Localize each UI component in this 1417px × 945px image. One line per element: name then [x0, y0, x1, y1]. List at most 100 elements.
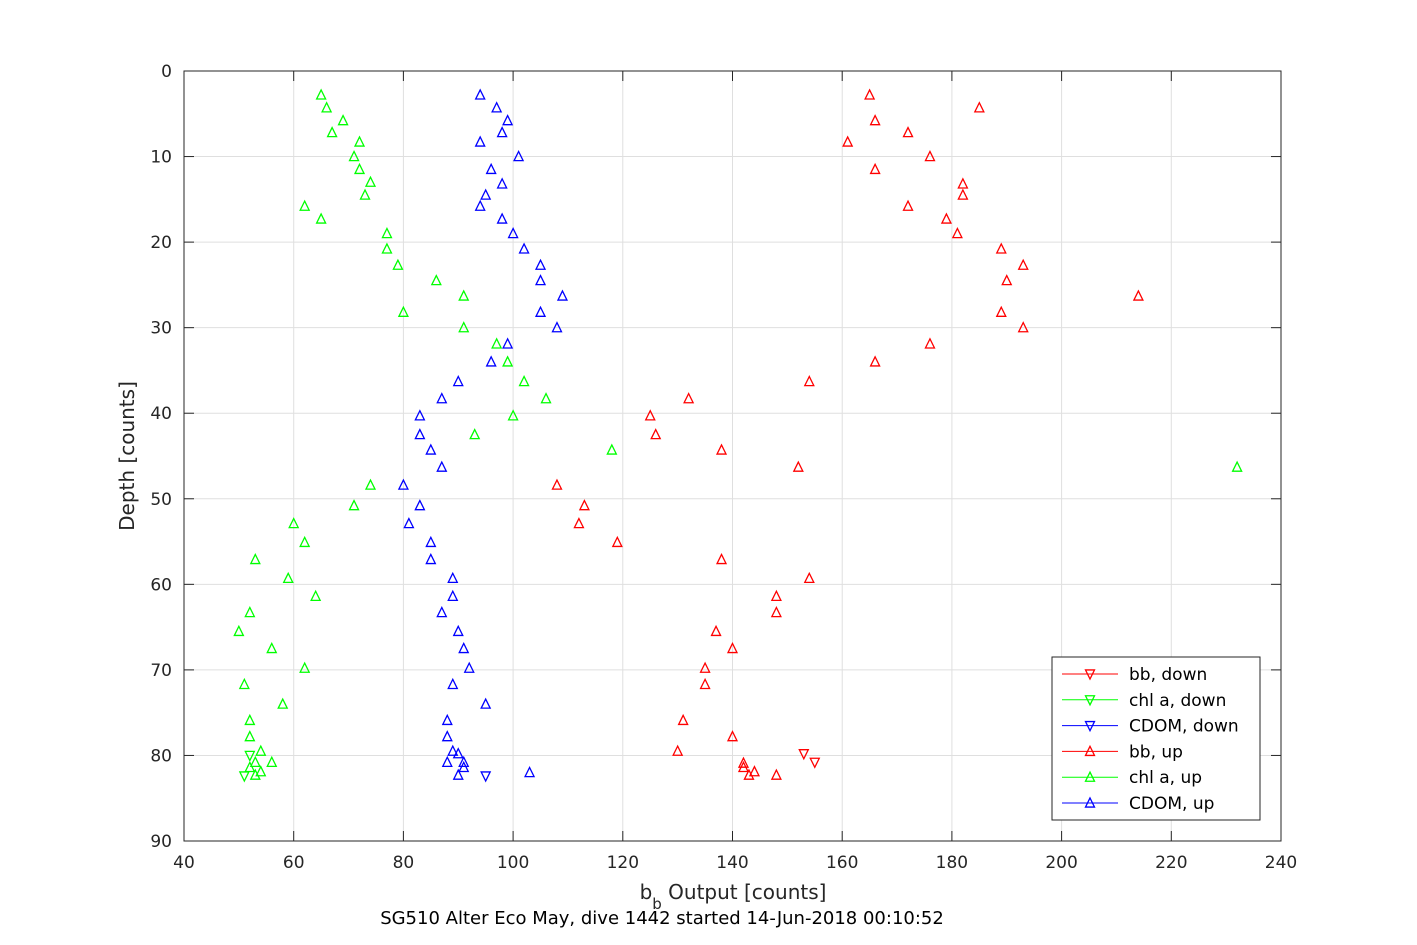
data-point-bb-down: [798, 749, 810, 761]
data-point-chl-a-up: [249, 553, 261, 565]
data-point-cdom-up: [425, 535, 437, 548]
data-point-cdom-up: [425, 443, 437, 455]
data-point-cdom-up: [496, 212, 508, 224]
data-point-bb-up: [1017, 321, 1029, 333]
x-tick-label: 220: [1155, 853, 1187, 873]
data-point-chl-a-up: [364, 175, 377, 187]
data-point-bb-up: [973, 101, 985, 113]
legend-label-cdom-up: CDOM, up: [1129, 794, 1214, 814]
data-point-cdom-up: [480, 697, 492, 709]
data-point-chl-a-up: [507, 409, 519, 421]
data-point-bb-up: [573, 517, 585, 529]
data-point-chl-a-up: [233, 624, 245, 637]
x-axis-label: bb Output [counts]: [640, 880, 827, 913]
data-point-chl-a-up: [282, 571, 294, 584]
data-point-cdom-up: [452, 624, 464, 637]
data-point-cdom-up: [441, 730, 453, 742]
data-point-bb-up: [710, 624, 722, 637]
axes-box: [183, 70, 1282, 842]
data-point-chl-a-up: [458, 289, 470, 301]
data-point-chl-a-up: [266, 755, 278, 767]
x-tick-label: 80: [393, 853, 415, 873]
data-point-bb-up: [1017, 258, 1029, 270]
data-point-bb-up: [715, 553, 728, 565]
data-point-chl-a-up: [244, 760, 256, 773]
data-point-cdom-up: [524, 766, 536, 778]
data-point-chl-a-up: [364, 478, 377, 490]
data-point-cdom-up: [436, 392, 448, 404]
data-point-cdom-up: [502, 337, 514, 349]
data-point-bb-up: [699, 661, 711, 673]
data-point-cdom-up: [452, 747, 464, 759]
data-point-bb-up: [737, 756, 750, 768]
data-point-bb-up: [578, 499, 590, 511]
data-point-bb-up: [1001, 274, 1013, 286]
data-point-cdom-up: [485, 162, 497, 175]
legend-box: [1051, 656, 1261, 821]
data-point-cdom-down: [480, 771, 492, 783]
y-axis-label: Depth [counts]: [115, 381, 139, 531]
data-points: [233, 88, 1243, 783]
data-point-chl-a-up: [397, 305, 409, 317]
data-point-chl-a-up: [315, 88, 327, 100]
legend: bb, down chl a, down CDOM, down bb, up chl a…: [1051, 656, 1261, 821]
data-point-chl-a-up: [255, 744, 267, 756]
data-point-bb-up: [770, 589, 782, 602]
data-point-chl-a-up: [458, 321, 470, 333]
data-point-chl-a-up: [518, 375, 530, 387]
data-point-bb-up: [644, 409, 656, 421]
data-point-chl-a-up: [299, 535, 311, 548]
data-point-chl-a-up: [244, 606, 256, 618]
y-tick-label: 40: [150, 404, 172, 424]
data-point-cdom-up: [496, 177, 508, 189]
data-point-cdom-up: [496, 126, 508, 138]
y-tick-label: 10: [150, 148, 172, 168]
data-point-chl-a-up: [430, 274, 442, 286]
data-point-cdom-up: [441, 755, 453, 767]
data-point-chl-a-up: [299, 661, 311, 673]
data-point-cdom-up: [425, 553, 437, 565]
data-point-cdom-up: [458, 755, 470, 767]
legend-marker-chl-a-up: [1084, 770, 1096, 782]
data-point-cdom-up: [452, 768, 464, 780]
data-point-cdom-up: [507, 227, 519, 239]
y-tick-label: 90: [150, 832, 172, 852]
data-point-bb-up: [869, 114, 881, 126]
data-point-chl-a-up: [299, 199, 311, 211]
data-point-bb-up: [1132, 289, 1144, 301]
data-point-chl-a-up: [1231, 460, 1243, 472]
data-point-bb-up: [869, 162, 881, 175]
data-point-bb-up: [803, 571, 815, 584]
data-point-cdom-up: [458, 760, 470, 773]
data-point-cdom-up: [534, 274, 547, 286]
data-point-bb-up: [699, 677, 711, 690]
y-tick-label: 80: [150, 746, 172, 766]
data-point-cdom-up: [414, 409, 426, 421]
data-point-cdom-up: [474, 199, 486, 211]
data-point-bb-up: [842, 135, 854, 147]
data-point-cdom-up: [485, 355, 497, 367]
data-point-chl-a-up: [277, 697, 289, 709]
data-point-cdom-up: [441, 713, 453, 726]
data-point-chl-a-up: [238, 677, 250, 690]
data-point-cdom-up: [447, 589, 459, 602]
data-point-bb-up: [803, 375, 815, 387]
data-point-cdom-up: [474, 88, 486, 100]
data-point-chl-a-up: [310, 589, 322, 602]
data-point-chl-a-up: [353, 135, 366, 147]
data-point-chl-a-up: [321, 101, 333, 113]
data-point-bb-up: [726, 730, 739, 742]
data-point-chl-a-up: [288, 517, 300, 529]
legend-label-bb-up: bb, up: [1129, 742, 1183, 762]
data-point-chl-a-up: [491, 337, 503, 349]
data-point-chl-a-up: [266, 641, 278, 654]
data-point-chl-a-up: [244, 730, 256, 742]
data-point-bb-up: [869, 355, 881, 367]
x-tick-label: 60: [283, 853, 305, 873]
legend-marker-chl-a-down: [1084, 695, 1096, 707]
data-point-cdom-up: [534, 305, 547, 317]
data-point-bb-up: [902, 199, 914, 211]
data-point-chl-a-up: [381, 242, 393, 254]
data-point-chl-a-up: [337, 114, 349, 126]
